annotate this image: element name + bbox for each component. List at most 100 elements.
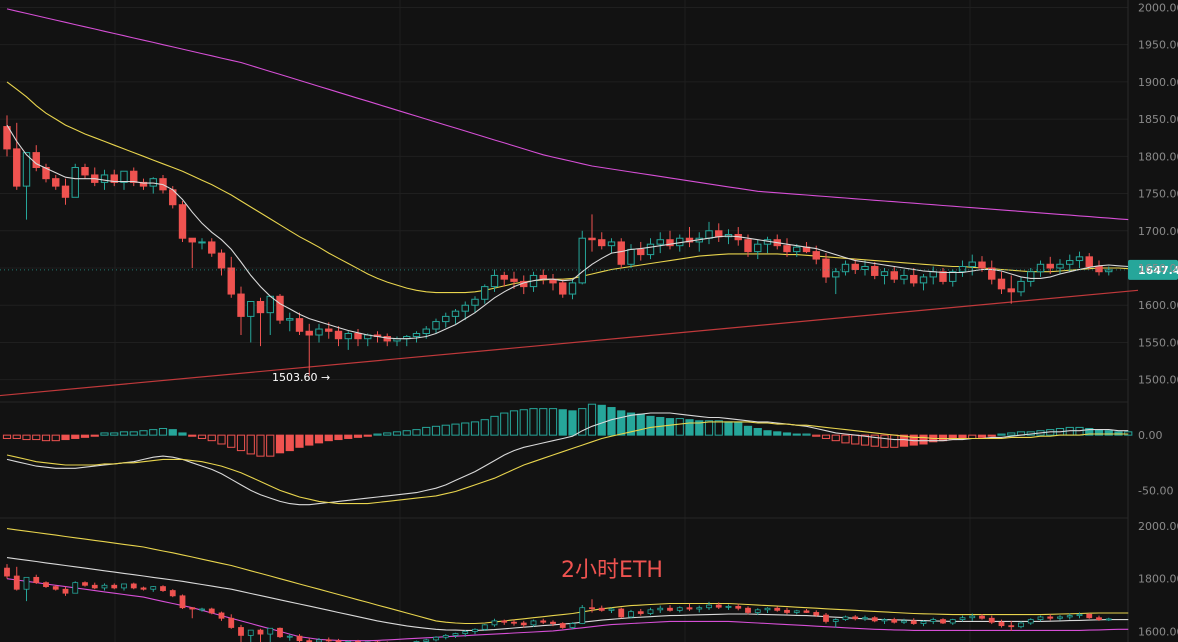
candle-body: [13, 148, 21, 187]
mini-candle-body: [462, 631, 469, 634]
macd-histogram-bar: [714, 420, 723, 436]
macd-histogram-bar: [90, 434, 99, 437]
mini-candle-body: [72, 582, 79, 594]
mini-candle-body: [491, 620, 498, 626]
candle-body: [705, 230, 713, 239]
candle-body: [627, 248, 635, 265]
mini-candle-body: [1105, 618, 1112, 621]
candle-body: [139, 181, 148, 187]
mini-candle-body: [1037, 616, 1044, 620]
mini-candle-body: [140, 587, 147, 590]
macd-histogram-bar: [12, 434, 21, 439]
macd-histogram-bar: [295, 434, 304, 448]
mini-candle-body: [452, 633, 459, 636]
candle-body: [130, 170, 138, 183]
ma-long-line: [6, 8, 1129, 221]
macd-histogram-bar: [149, 429, 158, 436]
macd-histogram-bar: [383, 432, 392, 436]
mini-candle-body: [1096, 617, 1102, 620]
ma-short-line: [6, 124, 1129, 340]
candle-body: [451, 310, 460, 317]
mini-candle-body: [121, 583, 127, 589]
mini-candle-body: [910, 620, 917, 624]
candle-body: [500, 274, 508, 280]
candle-body: [1075, 256, 1084, 262]
macd-histogram-bar: [753, 428, 762, 436]
candle-body: [471, 298, 479, 306]
mini-candle-body: [179, 595, 186, 609]
mini-candle-body: [559, 623, 566, 628]
macd-histogram-bar: [763, 430, 772, 436]
candle-body: [305, 330, 313, 336]
macd-histogram-bar: [997, 433, 1006, 436]
macd-line: [6, 412, 1129, 506]
candle-body: [559, 282, 567, 295]
macd-histogram-bar: [373, 433, 382, 436]
candle-body: [588, 237, 596, 241]
mini-candle-body: [881, 619, 888, 622]
macd-histogram-bar: [675, 418, 684, 436]
price-tick-label: 1850.00: [1138, 113, 1178, 126]
mini-candle-body: [852, 616, 859, 620]
candle-body: [1017, 280, 1025, 293]
candle-body: [3, 126, 11, 150]
macd-histogram-bar: [812, 434, 821, 437]
macd-histogram-bar: [71, 434, 80, 439]
macd-histogram-bar: [139, 430, 148, 436]
mini-candle-body: [442, 635, 449, 638]
mini-candle-body: [1047, 616, 1054, 619]
mini-candle-body: [793, 610, 800, 613]
mini-candle-body: [520, 622, 527, 626]
candle-body: [812, 251, 820, 260]
candle-body: [266, 295, 274, 314]
macd-histogram-bar: [51, 434, 60, 442]
lower-tick-label: 2000.00: [1138, 520, 1178, 533]
candle-body: [490, 274, 499, 288]
mini-candle-body: [930, 619, 937, 622]
macd-histogram-bar: [61, 434, 70, 441]
macd-histogram-bar: [500, 412, 509, 436]
mini-candle-body: [91, 584, 98, 589]
mini-candle-body: [228, 617, 235, 628]
macd-histogram-bar: [890, 434, 899, 448]
mini-candle-body: [637, 611, 644, 614]
mini-candle-body: [423, 639, 430, 642]
macd-histogram-bar: [724, 421, 733, 436]
macd-histogram-bar: [617, 410, 626, 436]
candle-body: [890, 271, 898, 280]
macd-panel: [2, 403, 1133, 506]
macd-histogram-bar: [246, 434, 255, 455]
macd-histogram-bar: [646, 415, 655, 436]
mini-candle-body: [82, 582, 88, 586]
mini-candle-body: [472, 628, 478, 632]
candle-body: [949, 271, 957, 282]
mini-candle-body: [745, 607, 751, 613]
macd-histogram-bar: [773, 431, 782, 436]
candle-body: [227, 267, 235, 295]
candle-body: [237, 293, 245, 317]
candle-body: [208, 241, 216, 254]
mini-candle-body: [1027, 619, 1034, 624]
candle-body: [578, 237, 586, 284]
mini-candle-body: [871, 617, 878, 622]
mini-candle-body: [598, 607, 605, 611]
candle-body: [32, 152, 40, 169]
mini-candle-body: [735, 605, 742, 609]
macd-histogram-bar: [402, 430, 411, 436]
macd-histogram-bar: [782, 432, 792, 436]
candle-body: [432, 321, 440, 330]
candle-body: [149, 178, 157, 187]
low-price-marker: 1503.60 →: [272, 371, 330, 384]
macd-histogram-bar: [919, 434, 928, 445]
macd-histogram-bar: [792, 433, 801, 436]
candle-body: [100, 174, 109, 183]
macd-histogram-bar: [2, 434, 12, 439]
mini-candle-body: [550, 621, 556, 624]
candle-body: [666, 239, 674, 247]
candle-body: [256, 301, 265, 314]
candle-body: [861, 266, 869, 270]
candle-body: [598, 239, 606, 247]
macd-histogram-bar: [285, 434, 294, 452]
